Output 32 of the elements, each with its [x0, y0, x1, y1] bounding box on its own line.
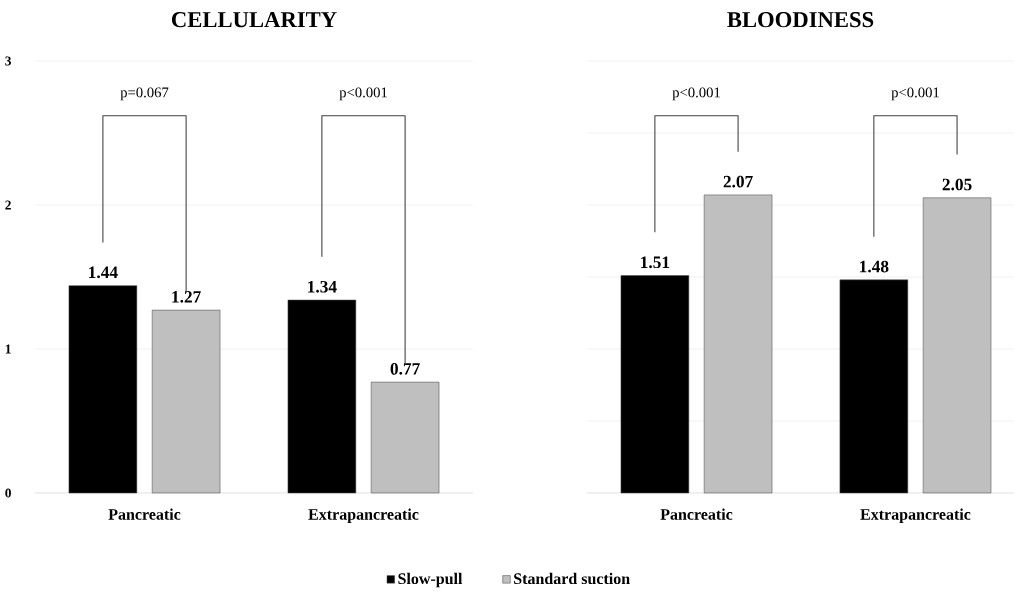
x-tick-label: Extrapancreatic	[860, 508, 971, 524]
data-label: 1.27	[172, 291, 201, 303]
y-tick-label: 3	[5, 56, 11, 66]
y-tick-label: 0	[5, 488, 11, 498]
bar	[151, 309, 221, 494]
bar	[922, 197, 992, 494]
data-label: 2.07	[723, 175, 753, 188]
y-tick-label: 2	[5, 200, 11, 210]
bar	[68, 285, 138, 494]
annotation: p=0.067	[120, 87, 169, 101]
y-tick-label: 1	[5, 344, 11, 354]
bar	[839, 279, 909, 494]
bar	[370, 381, 440, 494]
annotation: p<0.001	[891, 87, 939, 101]
bar	[287, 299, 357, 494]
data-label: 1.34	[308, 280, 337, 293]
legend-label: Standard suction	[514, 572, 630, 585]
data-label: 1.48	[860, 260, 889, 273]
legend-label: Slow-pull	[398, 572, 463, 588]
chart-title: BLOODINESS	[727, 12, 874, 28]
annotation: p<0.001	[672, 87, 720, 101]
data-label: 0.77	[390, 362, 420, 375]
x-tick-label: Pancreatic	[660, 508, 733, 520]
chart-title: CELLULARITY	[171, 12, 337, 28]
data-label: 1.51	[641, 256, 670, 269]
annotation: p<0.001	[339, 87, 387, 101]
data-label: 2.05	[942, 178, 972, 191]
data-label: 1.44	[89, 266, 118, 279]
bar	[703, 194, 773, 494]
x-tick-label: Extrapancreatic	[308, 508, 419, 524]
x-tick-label: Pancreatic	[108, 508, 181, 520]
bar	[620, 275, 690, 494]
